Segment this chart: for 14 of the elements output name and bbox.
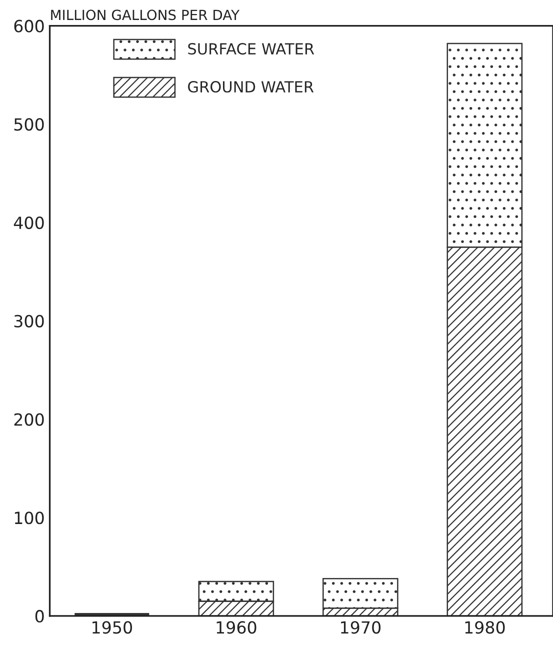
y-tick-label: 500: [14, 118, 44, 131]
y-tick-label: 100: [14, 512, 44, 524]
legend-label: GROUND WATER: [188, 80, 314, 93]
y-axis-title: MILLION GALLONS PER DAY: [51, 10, 240, 20]
y-tick-label: 400: [14, 216, 44, 230]
x-tick-label: 1980: [465, 621, 505, 634]
y-tick-label: 0: [35, 610, 44, 623]
x-tick-label: 1960: [216, 621, 256, 634]
y-tick-label: 200: [14, 413, 44, 426]
y-tick-label: 600: [14, 20, 44, 32]
x-tick-label: 1970: [341, 621, 381, 634]
y-tick-label: 300: [14, 314, 44, 328]
legend-label: SURFACE WATER: [188, 43, 314, 55]
x-tick-label: 1950: [92, 621, 132, 634]
